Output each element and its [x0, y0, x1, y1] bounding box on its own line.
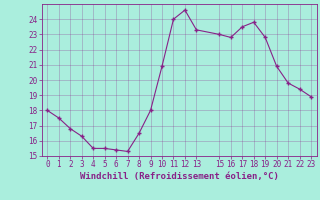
X-axis label: Windchill (Refroidissement éolien,°C): Windchill (Refroidissement éolien,°C) — [80, 172, 279, 181]
